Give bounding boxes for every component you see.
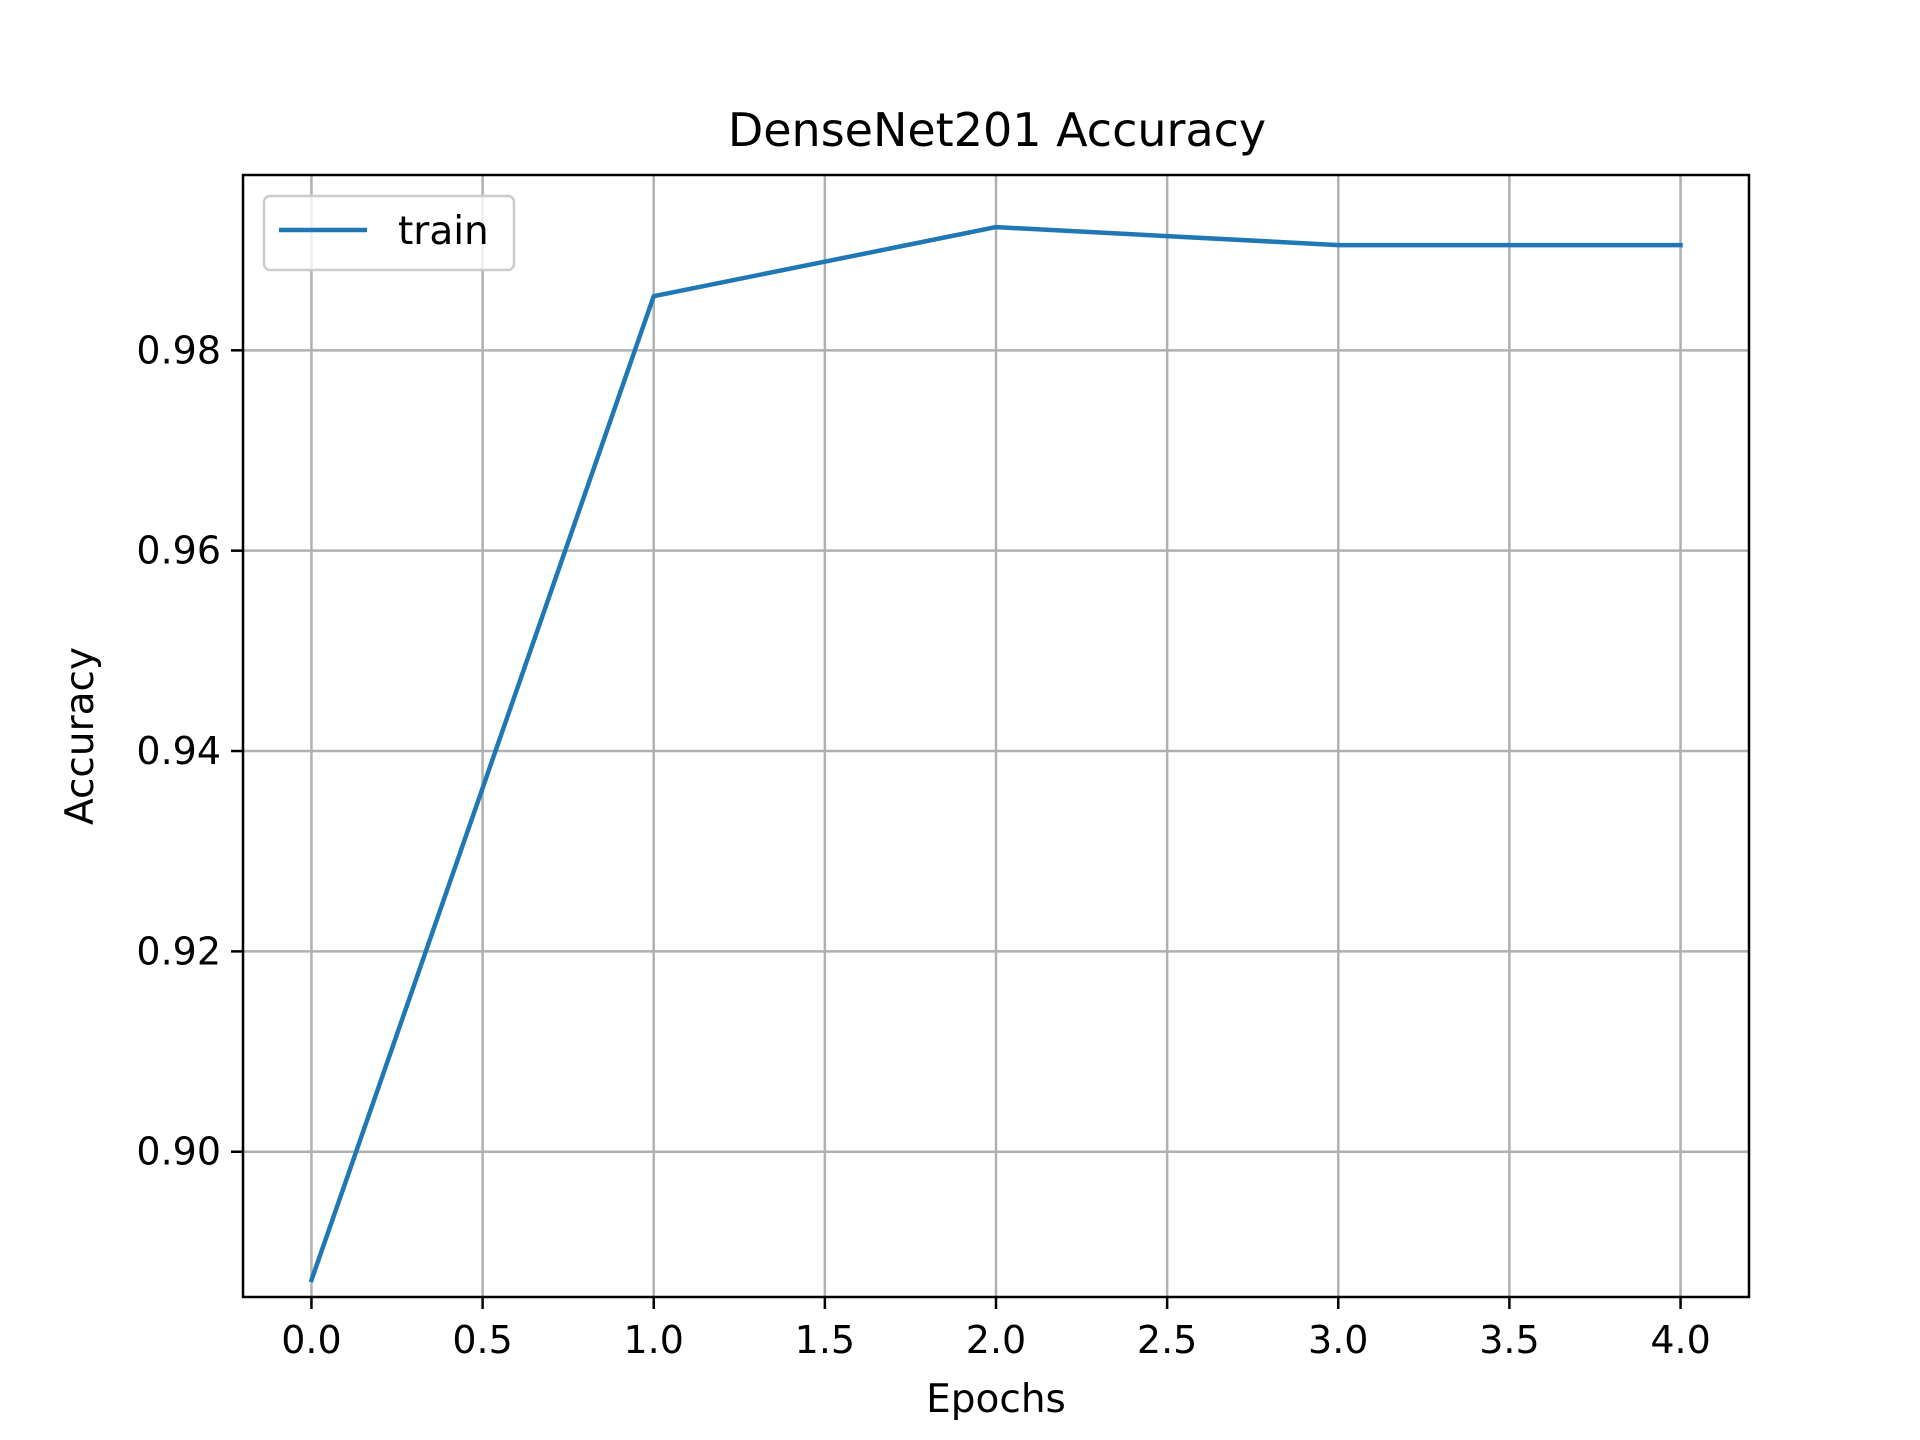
grid	[243, 175, 1749, 1297]
x-tick-label: 3.5	[1479, 1318, 1539, 1362]
x-axis-ticks: 0.0 0.5 1.0 1.5 2.0 2.5 3.0 3.5 4.0	[281, 1297, 1711, 1362]
x-tick-label: 3.0	[1308, 1318, 1368, 1362]
series-lines	[308, 224, 1683, 1283]
x-tick-label: 1.5	[795, 1318, 855, 1362]
x-tick-label: 0.0	[281, 1318, 341, 1362]
x-axis-label: Epochs	[926, 1377, 1066, 1422]
x-tick-label: 1.0	[624, 1318, 684, 1362]
legend-box	[262, 194, 516, 272]
y-axis-label: Accuracy	[58, 647, 103, 825]
x-tick-label: 2.0	[966, 1318, 1026, 1362]
y-tick-label: 0.98	[136, 328, 221, 372]
y-tick-label: 0.92	[136, 929, 221, 973]
x-tick-label: 0.5	[452, 1318, 512, 1362]
y-tick-label: 0.90	[136, 1130, 221, 1174]
series-line-train	[308, 224, 1683, 1283]
legend-label-train: train	[398, 209, 489, 254]
y-tick-label: 0.94	[136, 729, 221, 773]
y-axis-ticks: 0.90 0.92 0.94 0.96 0.98	[136, 328, 243, 1174]
legend: train	[262, 194, 516, 272]
x-tick-label: 4.0	[1650, 1318, 1710, 1362]
y-tick-label: 0.96	[136, 529, 221, 573]
chart-title: DenseNet201 Accuracy	[728, 103, 1266, 157]
x-tick-label: 2.5	[1137, 1318, 1197, 1362]
